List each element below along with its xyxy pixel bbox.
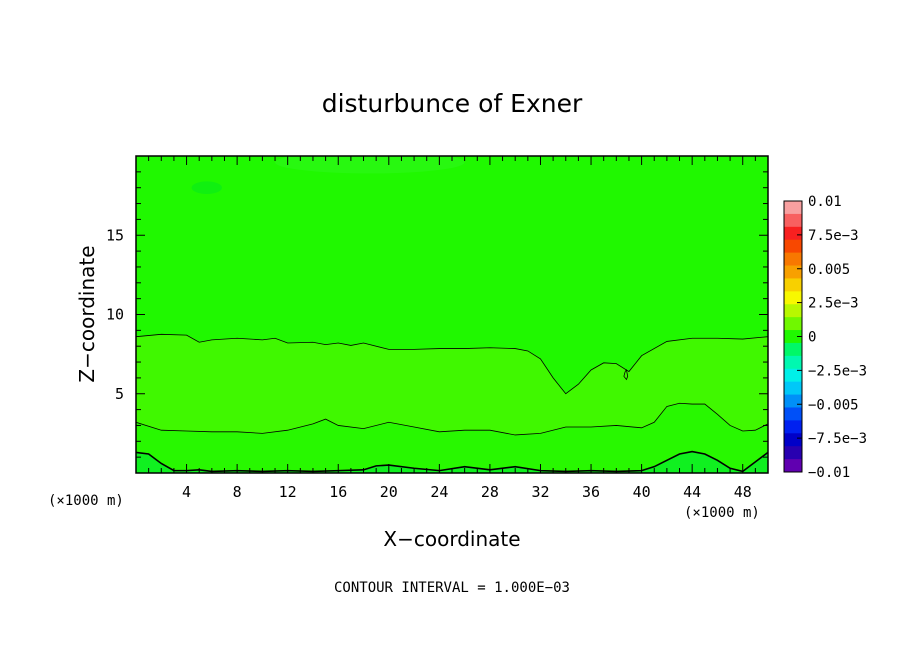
colorbar-swatch: [784, 459, 802, 473]
y-axis-label: Z−coordinate: [75, 245, 99, 382]
contour-line-0: [136, 333, 768, 395]
colorbar-swatch: [784, 394, 802, 408]
colorbar-swatch: [784, 213, 802, 228]
x-tick-label: 28: [481, 483, 499, 501]
colorbar-swatch: [784, 420, 802, 434]
x-tick-label: 8: [233, 483, 242, 501]
colorbar: 0.01 7.5e−3 0.005 2.5e−3 0 −2.5e−3 −0.005 −7.5e…: [783, 194, 867, 481]
x-tick-label: 36: [582, 483, 600, 501]
colorbar-label: −0.01: [808, 465, 850, 481]
contour-line-2: [136, 402, 768, 436]
colorbar-swatch: [784, 201, 802, 215]
x-tick-label: 44: [683, 483, 701, 501]
colorbar-swatch: [784, 342, 802, 357]
colorbar-label: −7.5e−3: [808, 431, 867, 447]
y-tick-label: 5: [115, 385, 124, 403]
colorbar-swatch: [784, 330, 802, 344]
colorbar-swatch: [784, 252, 802, 267]
colorbar-label: 0.005: [808, 262, 850, 278]
x-tick-label: 40: [633, 483, 651, 501]
y-axis-unit: (×1000 m): [48, 493, 124, 509]
colorbar-swatch: [784, 433, 802, 447]
contour-lines: [136, 333, 768, 473]
x-tick-label: 32: [531, 483, 549, 501]
contour-line-3: [136, 450, 768, 473]
chart-title: disturbunce of Exner: [322, 89, 583, 118]
colorbar-label: 0: [808, 330, 816, 346]
colorbar-label: 2.5e−3: [808, 296, 859, 312]
x-tick-label: 24: [430, 483, 448, 501]
x-axis-unit: (×1000 m): [684, 505, 760, 521]
colorbar-swatch: [784, 407, 802, 421]
colorbar-label: 7.5e−3: [808, 228, 859, 244]
colorbar-label: −2.5e−3: [808, 363, 867, 379]
contour-patch-1: [275, 156, 465, 174]
x-tick-label: 48: [734, 483, 752, 501]
colorbar-swatch: [784, 265, 802, 279]
colorbar-swatch: [784, 239, 802, 254]
x-tick-label: 4: [182, 483, 191, 501]
colorbar-swatch: [784, 291, 802, 305]
colorbar-swatch: [784, 355, 802, 370]
colorbar-swatch: [784, 278, 802, 292]
contour-fills: [136, 156, 768, 473]
colorbar-swatch: [784, 226, 802, 241]
x-tick-label: 12: [279, 483, 297, 501]
y-tick-label: 15: [106, 226, 124, 244]
contour-patch-0: [191, 181, 222, 195]
colorbar-swatch: [784, 446, 802, 460]
x-axis-label: X−coordinate: [383, 527, 520, 551]
colorbar-label: −0.005: [808, 397, 859, 413]
x-tick-label: 16: [329, 483, 347, 501]
y-tick-label: 10: [106, 306, 124, 324]
contour-band-2: [136, 403, 768, 472]
colorbar-swatch: [784, 368, 802, 383]
colorbar-swatch: [784, 304, 802, 318]
colorbar-swatch: [784, 317, 802, 331]
contour-interval-note: CONTOUR INTERVAL = 1.000E−03: [334, 580, 570, 596]
contour-line-1: [623, 369, 629, 381]
colorbar-swatch: [784, 381, 802, 396]
x-tick-label: 20: [380, 483, 398, 501]
contour-band-1: [136, 334, 768, 435]
colorbar-label: 0.01: [808, 194, 842, 210]
